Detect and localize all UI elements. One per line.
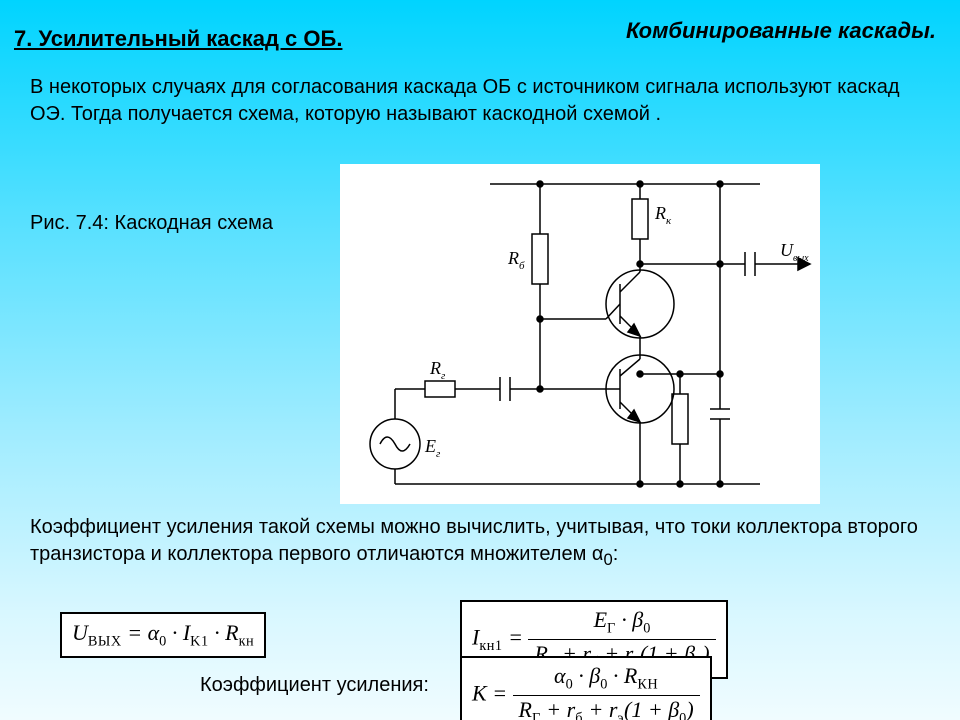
intro-paragraph: В некоторых случаях для согласования кас… <box>30 74 920 128</box>
formula-uout: UВЫХ = α0 · IK1 · Rкн <box>60 612 266 658</box>
label-rk: Rк <box>654 203 672 227</box>
section-title: 7. Усилительный каскад с ОБ. <box>14 26 342 52</box>
label-eg: Eг <box>424 436 441 460</box>
label-rb: Rб <box>507 248 525 272</box>
circuit-diagram: Rк Rб Rг Eг Uвых <box>340 164 820 504</box>
label-uout: Uвых <box>780 240 809 264</box>
gain-paragraph: Коэффициент усиления такой схемы можно в… <box>30 514 920 572</box>
label-rg: Rг <box>429 358 446 382</box>
slide-title: Комбинированные каскады. <box>626 18 936 44</box>
formula-k: K = α0 · β0 · RКН RГ + rб + rэ(1 + β0) <box>460 656 712 720</box>
coefficient-label: Коэффициент усиления: <box>200 674 429 697</box>
figure-caption: Рис. 7.4: Каскодная схема <box>30 212 273 235</box>
slide: 7. Усилительный каскад с ОБ. Комбинирова… <box>0 0 960 720</box>
